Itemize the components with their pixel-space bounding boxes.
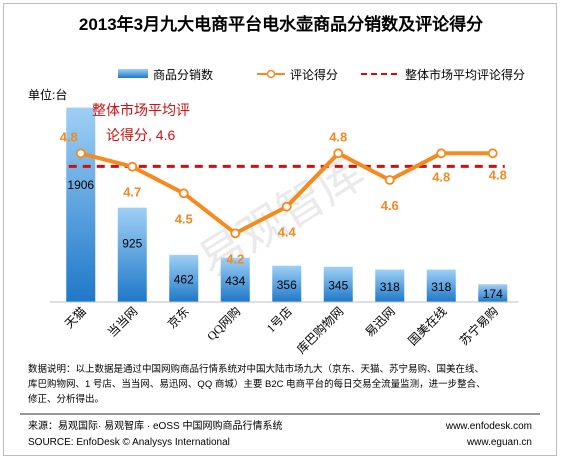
category-label: 天猫 [62, 304, 89, 331]
bar [478, 284, 508, 302]
source-cn: 来源：易观国际· 易观智库 · eOSS 中国网购商品行情系统 [28, 419, 282, 432]
rating-value-label: 4.5 [175, 211, 193, 226]
rating-value-label: 4.8 [60, 129, 78, 144]
rating-point [127, 161, 138, 172]
chart-title: 2013年3月九大电商平台电水壶商品分销数及评论得分 [79, 14, 483, 34]
source-url-enfodesk: www.enfodesk.com [445, 421, 532, 432]
rating-value-label: 4.7 [123, 185, 141, 200]
category-label: 苏宁易购 [456, 304, 501, 349]
unit-label: 单位:台 [28, 87, 67, 102]
source-url-eguan: www.eguan.cn [466, 437, 532, 448]
rating-point [230, 228, 241, 239]
bar [323, 266, 353, 302]
category-label: QQ网购 [204, 304, 244, 344]
rating-point [178, 188, 189, 199]
bar-value-label: 174 [483, 287, 503, 301]
legend-swatch-line-marker [266, 69, 276, 79]
legend-swatch-bars [118, 69, 148, 78]
bar [169, 254, 199, 302]
rating-point [75, 148, 86, 159]
category-label: 易迅网 [363, 304, 398, 339]
average-annotation-line2: 论得分, 4.6 [106, 127, 175, 143]
bar-value-label: 462 [174, 272, 194, 286]
legend-label-line: 评论得分 [290, 67, 338, 82]
footnote-line2: 库巴购物网、1 号店、当当网、易迅网、QQ 商城）主要 B2C 电商平台的每日交… [28, 378, 486, 390]
category-label: 京东 [165, 304, 192, 331]
legend-label-bars: 商品分销数 [153, 67, 213, 82]
bar-value-label: 1906 [67, 178, 94, 192]
bar-value-labels: 1906 925 462 434 356 345 318 318 174 [67, 178, 503, 301]
category-label: 1号店 [264, 304, 295, 335]
bar-value-label: 925 [122, 236, 142, 250]
bar [375, 269, 405, 302]
footnote-line1: 数据说明：以上数据是通过中国网购商品行情系统对中国大陆市场九大（京东、天猫、苏宁… [28, 363, 484, 375]
rating-point [436, 148, 447, 159]
category-label: 当当网 [105, 304, 140, 339]
rating-points [75, 148, 498, 239]
bar-value-label: 356 [277, 278, 297, 292]
rating-value-label: 4.8 [432, 169, 450, 184]
source-en: SOURCE: EnfoDesk © Analysys Internationa… [28, 437, 230, 448]
bar-value-label: 318 [431, 280, 451, 294]
category-label: 库巴购物网 [293, 304, 346, 357]
bar [272, 265, 302, 302]
rating-point [281, 201, 292, 212]
bar-value-label: 318 [380, 280, 400, 294]
bar [426, 269, 456, 302]
average-annotation-line1: 整体市场平均评 [92, 102, 190, 118]
rating-value-label: 4.2 [226, 251, 244, 266]
bar-value-label: 434 [225, 274, 245, 288]
bar [117, 207, 147, 302]
rating-value-labels: 4.8 4.7 4.5 4.2 4.4 4.8 4.6 4.8 [60, 129, 451, 266]
bar [220, 257, 250, 302]
rating-value-label: 4.8 [329, 129, 347, 144]
bar-value-label: 345 [328, 278, 348, 292]
rating-value-label: 4.4 [278, 225, 297, 240]
category-label: 国美在线 [406, 304, 450, 348]
bar [66, 107, 96, 302]
rating-point [384, 175, 395, 185]
rating-point [487, 148, 498, 159]
chart-frame [3, 3, 557, 456]
footnote-line3: 修正、分析得出。 [28, 393, 104, 405]
rating-point [333, 148, 344, 159]
legend-label-reference: 整体市场平均评论得分 [405, 67, 525, 82]
category-labels: 天猫 当当网 京东 QQ网购 1号店 库巴购物网 易迅网 国美在线 苏宁易购 [62, 304, 501, 357]
rating-value-label: 4.6 [381, 198, 399, 213]
reference-value-label: 4.8 [489, 167, 507, 182]
bar-series [66, 107, 508, 302]
